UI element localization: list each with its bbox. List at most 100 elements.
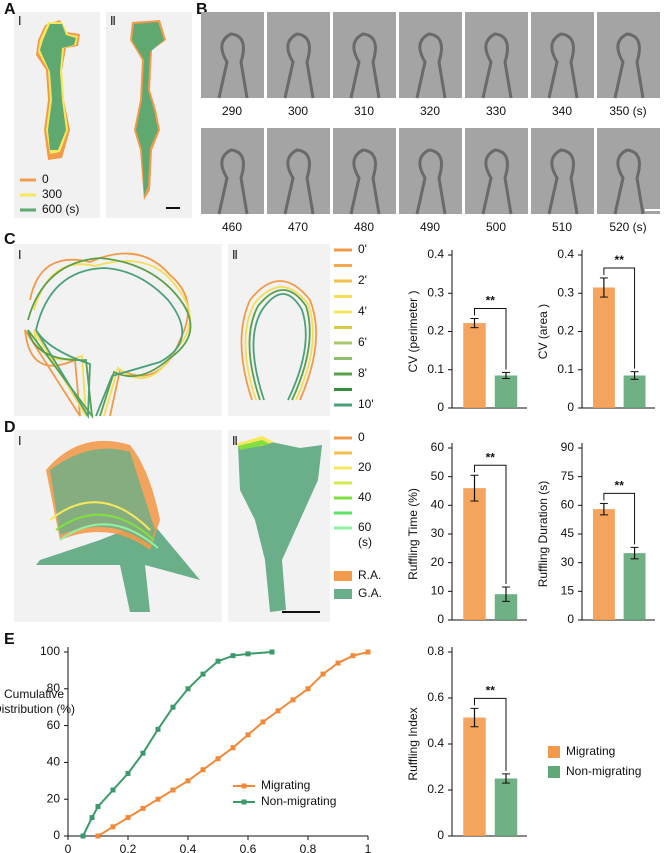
- x-tick-label: 0: [65, 842, 72, 853]
- significance-label: **: [615, 253, 625, 267]
- time-label: 470: [288, 220, 308, 234]
- y-axis-label: Ruffling Time (%): [406, 488, 420, 580]
- y-tick-label: 30: [561, 555, 575, 569]
- point-marker: [95, 804, 101, 810]
- significance-bracket: [603, 492, 636, 545]
- time-label: 510: [552, 220, 572, 234]
- cell-image: [481, 148, 513, 215]
- significance-label: **: [486, 294, 496, 308]
- legend-label: 60: [358, 520, 372, 534]
- y-tick-label: 100: [40, 644, 60, 658]
- cell-image: [481, 32, 513, 99]
- time-label: 300: [288, 104, 308, 118]
- y-tick-label: 0.4: [557, 247, 574, 261]
- point-marker: [95, 833, 101, 839]
- cell-a2: [130, 20, 166, 200]
- y-tick-label: 0.2: [427, 782, 444, 796]
- bar: [592, 509, 615, 620]
- x-tick-label: 1: [365, 842, 372, 853]
- point-marker: [215, 756, 221, 762]
- y-tick-label: 0.2: [557, 324, 574, 338]
- legend-label: 0: [358, 430, 365, 444]
- legend-swatch: [334, 571, 352, 581]
- point-marker: [290, 697, 296, 703]
- micrograph: [597, 128, 660, 214]
- point-marker: [185, 686, 191, 692]
- legend-label: 10': [358, 397, 374, 411]
- significance-label: **: [486, 684, 496, 698]
- legend-marker: [241, 799, 247, 805]
- cell-image: [415, 32, 447, 99]
- legend-label: 40: [358, 490, 372, 504]
- point-marker: [140, 750, 146, 756]
- point-marker: [245, 651, 251, 657]
- time-label: 350 (s): [609, 104, 646, 118]
- y-axis-label: CV (perimeter ): [406, 290, 420, 372]
- roman-label: Ⅱ: [232, 248, 238, 262]
- outlines-c1: [24, 252, 192, 420]
- y-tick-label: 0: [567, 612, 574, 626]
- y-axis-label: Cumulative: [4, 687, 64, 701]
- x-tick-label: 0.4: [180, 842, 197, 853]
- legend-label: 8': [358, 366, 367, 380]
- time-label: 330: [486, 104, 506, 118]
- cell-image: [415, 148, 447, 215]
- panel-label: E: [4, 631, 15, 648]
- y-tick-label: 30: [431, 526, 445, 540]
- legend-label: 4': [358, 304, 367, 318]
- y-axis-label: CV (area ): [536, 304, 550, 359]
- legend-unit: (s): [358, 535, 372, 549]
- point-marker: [215, 658, 221, 664]
- cell-image: [613, 148, 645, 215]
- y-tick-label: 20: [431, 555, 445, 569]
- y-tick-label: 60: [561, 498, 575, 512]
- micrograph: [333, 12, 396, 98]
- y-tick-label: 40: [431, 498, 445, 512]
- point-marker: [170, 787, 176, 793]
- y-tick-label: 60: [431, 440, 445, 454]
- y-tick-label: 75: [561, 469, 575, 483]
- micrograph: [267, 128, 330, 214]
- legend-label: Migrating: [566, 744, 615, 758]
- legend-swatch: [334, 589, 352, 599]
- legend-label: 6': [358, 335, 367, 349]
- micrograph: [201, 128, 264, 214]
- time-label: 520 (s): [609, 220, 646, 234]
- x-tick-label: 0.8: [300, 842, 317, 853]
- y-tick-label: 0.4: [427, 736, 444, 750]
- areas-d1: [36, 440, 200, 612]
- y-tick-label: 0: [53, 828, 60, 842]
- point-marker: [89, 815, 95, 821]
- point-marker: [110, 824, 116, 830]
- micrograph: [531, 12, 594, 98]
- legend-label: 0': [358, 242, 367, 256]
- y-tick-label: 40: [47, 755, 61, 769]
- micrograph: [465, 12, 528, 98]
- cell-image: [217, 32, 249, 99]
- cell-image: [613, 32, 645, 99]
- roman-label: Ⅱ: [232, 434, 238, 448]
- point-marker: [305, 686, 311, 692]
- point-marker: [275, 708, 281, 714]
- bar: [494, 375, 518, 408]
- point-marker: [200, 767, 206, 773]
- y-tick-label: 0: [437, 400, 444, 414]
- legend-label: G.A.: [358, 586, 382, 600]
- point-marker: [230, 653, 236, 659]
- roman-label: Ⅰ: [18, 14, 22, 28]
- roman-label: Ⅰ: [18, 434, 22, 448]
- point-marker: [200, 671, 206, 677]
- legend-label: Non-migrating: [566, 764, 641, 778]
- y-tick-label: 20: [47, 791, 61, 805]
- cell-image: [283, 148, 315, 215]
- legend-swatch: [548, 766, 560, 778]
- y-tick-label: 60: [47, 718, 61, 732]
- areas-d2: [236, 436, 322, 612]
- legend-marker: [241, 783, 247, 789]
- y-tick-label: 80: [47, 681, 61, 695]
- time-label: 490: [420, 220, 440, 234]
- bar: [592, 287, 615, 408]
- micrograph: [399, 12, 462, 98]
